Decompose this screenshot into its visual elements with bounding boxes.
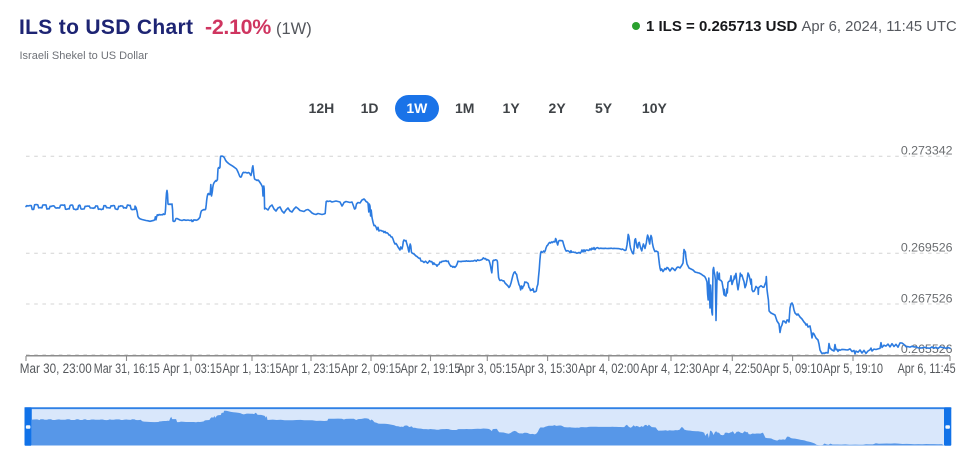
svg-text:Apr 3, 05:15: Apr 3, 05:15 [457, 361, 517, 376]
svg-text:0.273342: 0.273342 [901, 144, 953, 158]
svg-text:Apr 2, 19:15: Apr 2, 19:15 [401, 361, 461, 376]
svg-text:Apr 1, 23:15: Apr 1, 23:15 [282, 361, 341, 376]
svg-text:Apr 6, 11:45: Apr 6, 11:45 [898, 361, 956, 376]
svg-text:Apr 4, 22:50: Apr 4, 22:50 [702, 361, 762, 376]
svg-text:Apr 4, 02:00: Apr 4, 02:00 [578, 361, 639, 376]
svg-text:Apr 3, 15:30: Apr 3, 15:30 [518, 361, 578, 376]
svg-text:Mar 31, 16:15: Mar 31, 16:15 [94, 361, 160, 376]
svg-text:Apr 2, 09:15: Apr 2, 09:15 [341, 361, 401, 376]
svg-text:Apr 1, 03:15: Apr 1, 03:15 [163, 361, 222, 376]
svg-text:Apr 5, 19:10: Apr 5, 19:10 [823, 361, 883, 376]
svg-text:Mar 30, 23:00: Mar 30, 23:00 [20, 361, 92, 376]
svg-text:0.265526: 0.265526 [901, 342, 953, 356]
svg-text:0.269526: 0.269526 [901, 241, 953, 255]
svg-text:Apr 4, 12:30: Apr 4, 12:30 [641, 361, 702, 376]
svg-text:0.267526: 0.267526 [901, 291, 953, 305]
svg-text:Apr 1, 13:15: Apr 1, 13:15 [223, 361, 282, 376]
svg-text:Apr 5, 09:10: Apr 5, 09:10 [763, 361, 823, 376]
